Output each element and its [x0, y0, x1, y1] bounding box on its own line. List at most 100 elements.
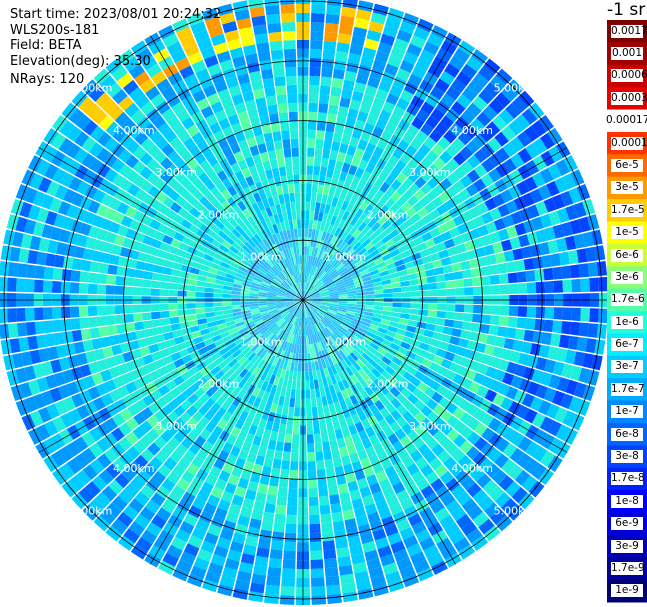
beta-cell — [348, 164, 358, 176]
beta-cell — [555, 424, 570, 441]
beta-cell — [324, 386, 331, 396]
beta-cell — [324, 558, 338, 569]
beta-cell — [407, 513, 423, 527]
beta-cell — [495, 147, 510, 163]
beta-cell — [173, 231, 185, 242]
beta-cell — [283, 48, 297, 59]
range-ring-label: 1.00km — [324, 251, 366, 264]
beta-cell — [309, 305, 318, 312]
beta-cell — [329, 302, 339, 305]
beta-cell — [539, 213, 553, 229]
beta-cell — [52, 319, 63, 333]
colorbar-label: 6e-9 — [611, 517, 643, 531]
beta-cell — [238, 449, 249, 461]
beta-cell — [242, 279, 253, 285]
beta-cell — [358, 235, 368, 245]
beta-cell — [382, 283, 392, 290]
beta-cell — [291, 237, 296, 248]
beta-cell — [401, 302, 411, 309]
beta-cell — [311, 293, 320, 297]
beta-cell — [269, 549, 283, 560]
beta-cell — [243, 128, 255, 140]
range-ring-label: 4.00km — [451, 124, 493, 137]
beta-cell — [159, 348, 171, 358]
beta-cell — [435, 242, 447, 252]
beta-cell — [222, 293, 232, 298]
beta-cell — [260, 151, 270, 163]
beta-cell — [219, 12, 236, 25]
beta-cell — [285, 294, 295, 298]
beta-cell — [374, 334, 384, 343]
beta-cell — [258, 306, 269, 311]
beta-cell — [403, 51, 419, 65]
beta-cell — [532, 331, 544, 344]
beta-cell — [262, 198, 270, 209]
beta-cell — [310, 201, 316, 212]
beta-cell — [560, 190, 574, 207]
beta-cell — [237, 429, 248, 441]
beta-cell — [296, 300, 303, 307]
beta-cell — [249, 264, 259, 272]
beta-cell — [366, 29, 382, 42]
beta-cell — [174, 255, 185, 265]
beta-cell — [569, 219, 582, 235]
beta-cell — [388, 361, 399, 371]
beta-cell — [321, 396, 328, 406]
beta-cell — [556, 377, 570, 393]
beta-cell — [196, 229, 207, 239]
beta-cell — [322, 212, 329, 223]
beta-cell — [391, 307, 402, 313]
beta-cell — [178, 242, 190, 252]
beta-cell — [295, 389, 301, 399]
beta-cell — [170, 202, 182, 214]
beta-cell — [340, 337, 349, 346]
beta-cell — [310, 30, 324, 41]
beta-cell — [234, 102, 247, 114]
beta-cell — [127, 124, 143, 140]
beta-cell — [145, 227, 158, 238]
beta-cell — [341, 162, 351, 174]
beta-cell — [218, 470, 231, 483]
beta-cell — [323, 450, 333, 461]
beta-cell — [134, 71, 150, 87]
beta-cell — [548, 210, 561, 226]
beta-cell — [377, 374, 388, 385]
beta-cell — [256, 42, 270, 53]
beta-cell — [377, 42, 393, 55]
beta-cell — [222, 21, 238, 34]
beta-cell — [453, 434, 467, 448]
beta-cell — [297, 308, 301, 318]
beta-cell — [561, 363, 574, 379]
beta-cell — [318, 249, 324, 259]
beta-cell — [299, 308, 302, 318]
beta-cell — [215, 181, 227, 194]
beta-cell — [172, 262, 183, 271]
beta-cell — [419, 49, 436, 64]
beta-cell — [262, 341, 271, 350]
beta-cell — [457, 454, 472, 469]
beta-cell — [336, 282, 346, 288]
beta-cell — [247, 352, 257, 362]
beta-cell — [311, 343, 316, 353]
beta-cell — [105, 285, 116, 295]
beta-cell — [384, 465, 397, 478]
beta-cell — [218, 215, 229, 226]
beta-cell — [378, 80, 392, 93]
beta-cell — [406, 124, 420, 138]
beta-cell — [140, 101, 156, 116]
beta-cell — [307, 273, 311, 283]
beta-cell — [136, 116, 152, 131]
beta-cell — [290, 361, 295, 372]
beta-cell — [305, 335, 309, 345]
beta-cell — [341, 454, 351, 466]
beta-cell — [364, 283, 374, 289]
beta-cell — [543, 387, 557, 403]
beta-cell — [96, 228, 109, 241]
beta-cell — [307, 317, 311, 327]
beta-cell — [484, 82, 501, 98]
beta-cell — [460, 357, 472, 369]
beta-cell — [34, 265, 45, 279]
beta-cell — [190, 21, 207, 35]
beta-cell — [311, 183, 318, 194]
colorbar-label: 1e-6 — [611, 315, 643, 329]
